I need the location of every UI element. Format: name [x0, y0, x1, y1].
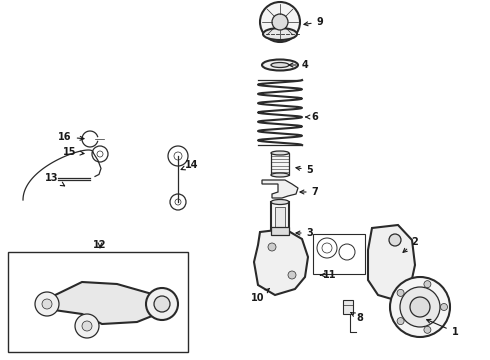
Circle shape [82, 321, 92, 331]
Text: 10: 10 [251, 288, 270, 303]
Text: 13: 13 [45, 173, 65, 186]
Bar [271, 153, 289, 175]
Circle shape [260, 2, 300, 42]
Ellipse shape [271, 173, 289, 177]
Text: 5: 5 [296, 165, 314, 175]
Polygon shape [254, 229, 308, 295]
Text: 8: 8 [351, 312, 364, 323]
Circle shape [75, 314, 99, 338]
Text: 9: 9 [304, 17, 323, 27]
Ellipse shape [271, 63, 289, 68]
Circle shape [272, 14, 288, 30]
Text: 15: 15 [63, 147, 84, 157]
Circle shape [42, 299, 52, 309]
Circle shape [424, 281, 431, 288]
Bar [275, 207, 285, 230]
Text: 14: 14 [181, 160, 199, 170]
Circle shape [397, 318, 404, 325]
Text: 1: 1 [427, 319, 458, 337]
Bar [313, 234, 365, 274]
Text: 4: 4 [289, 60, 308, 70]
Polygon shape [368, 225, 415, 300]
Circle shape [268, 243, 276, 251]
Circle shape [424, 326, 431, 333]
Circle shape [397, 289, 404, 296]
Circle shape [146, 288, 178, 320]
Text: 2: 2 [403, 237, 418, 252]
Bar [271, 202, 289, 250]
Circle shape [288, 271, 296, 279]
Text: 3: 3 [296, 228, 314, 238]
Polygon shape [262, 180, 298, 198]
Text: 7: 7 [300, 187, 318, 197]
Ellipse shape [262, 59, 298, 71]
Circle shape [410, 297, 430, 317]
Ellipse shape [263, 28, 297, 40]
Text: 12: 12 [93, 240, 107, 250]
Ellipse shape [271, 199, 289, 204]
Text: 6: 6 [306, 112, 318, 122]
Polygon shape [47, 282, 162, 324]
Circle shape [35, 292, 59, 316]
Text: 11: 11 [320, 270, 337, 280]
Bar [343, 300, 353, 314]
Circle shape [154, 296, 170, 312]
Bar [271, 227, 289, 235]
Bar [8, 252, 188, 352]
Circle shape [389, 234, 401, 246]
Polygon shape [263, 250, 297, 264]
Circle shape [390, 277, 450, 337]
Text: 16: 16 [58, 132, 84, 142]
Circle shape [441, 303, 447, 310]
Ellipse shape [271, 151, 289, 155]
Circle shape [400, 287, 440, 327]
